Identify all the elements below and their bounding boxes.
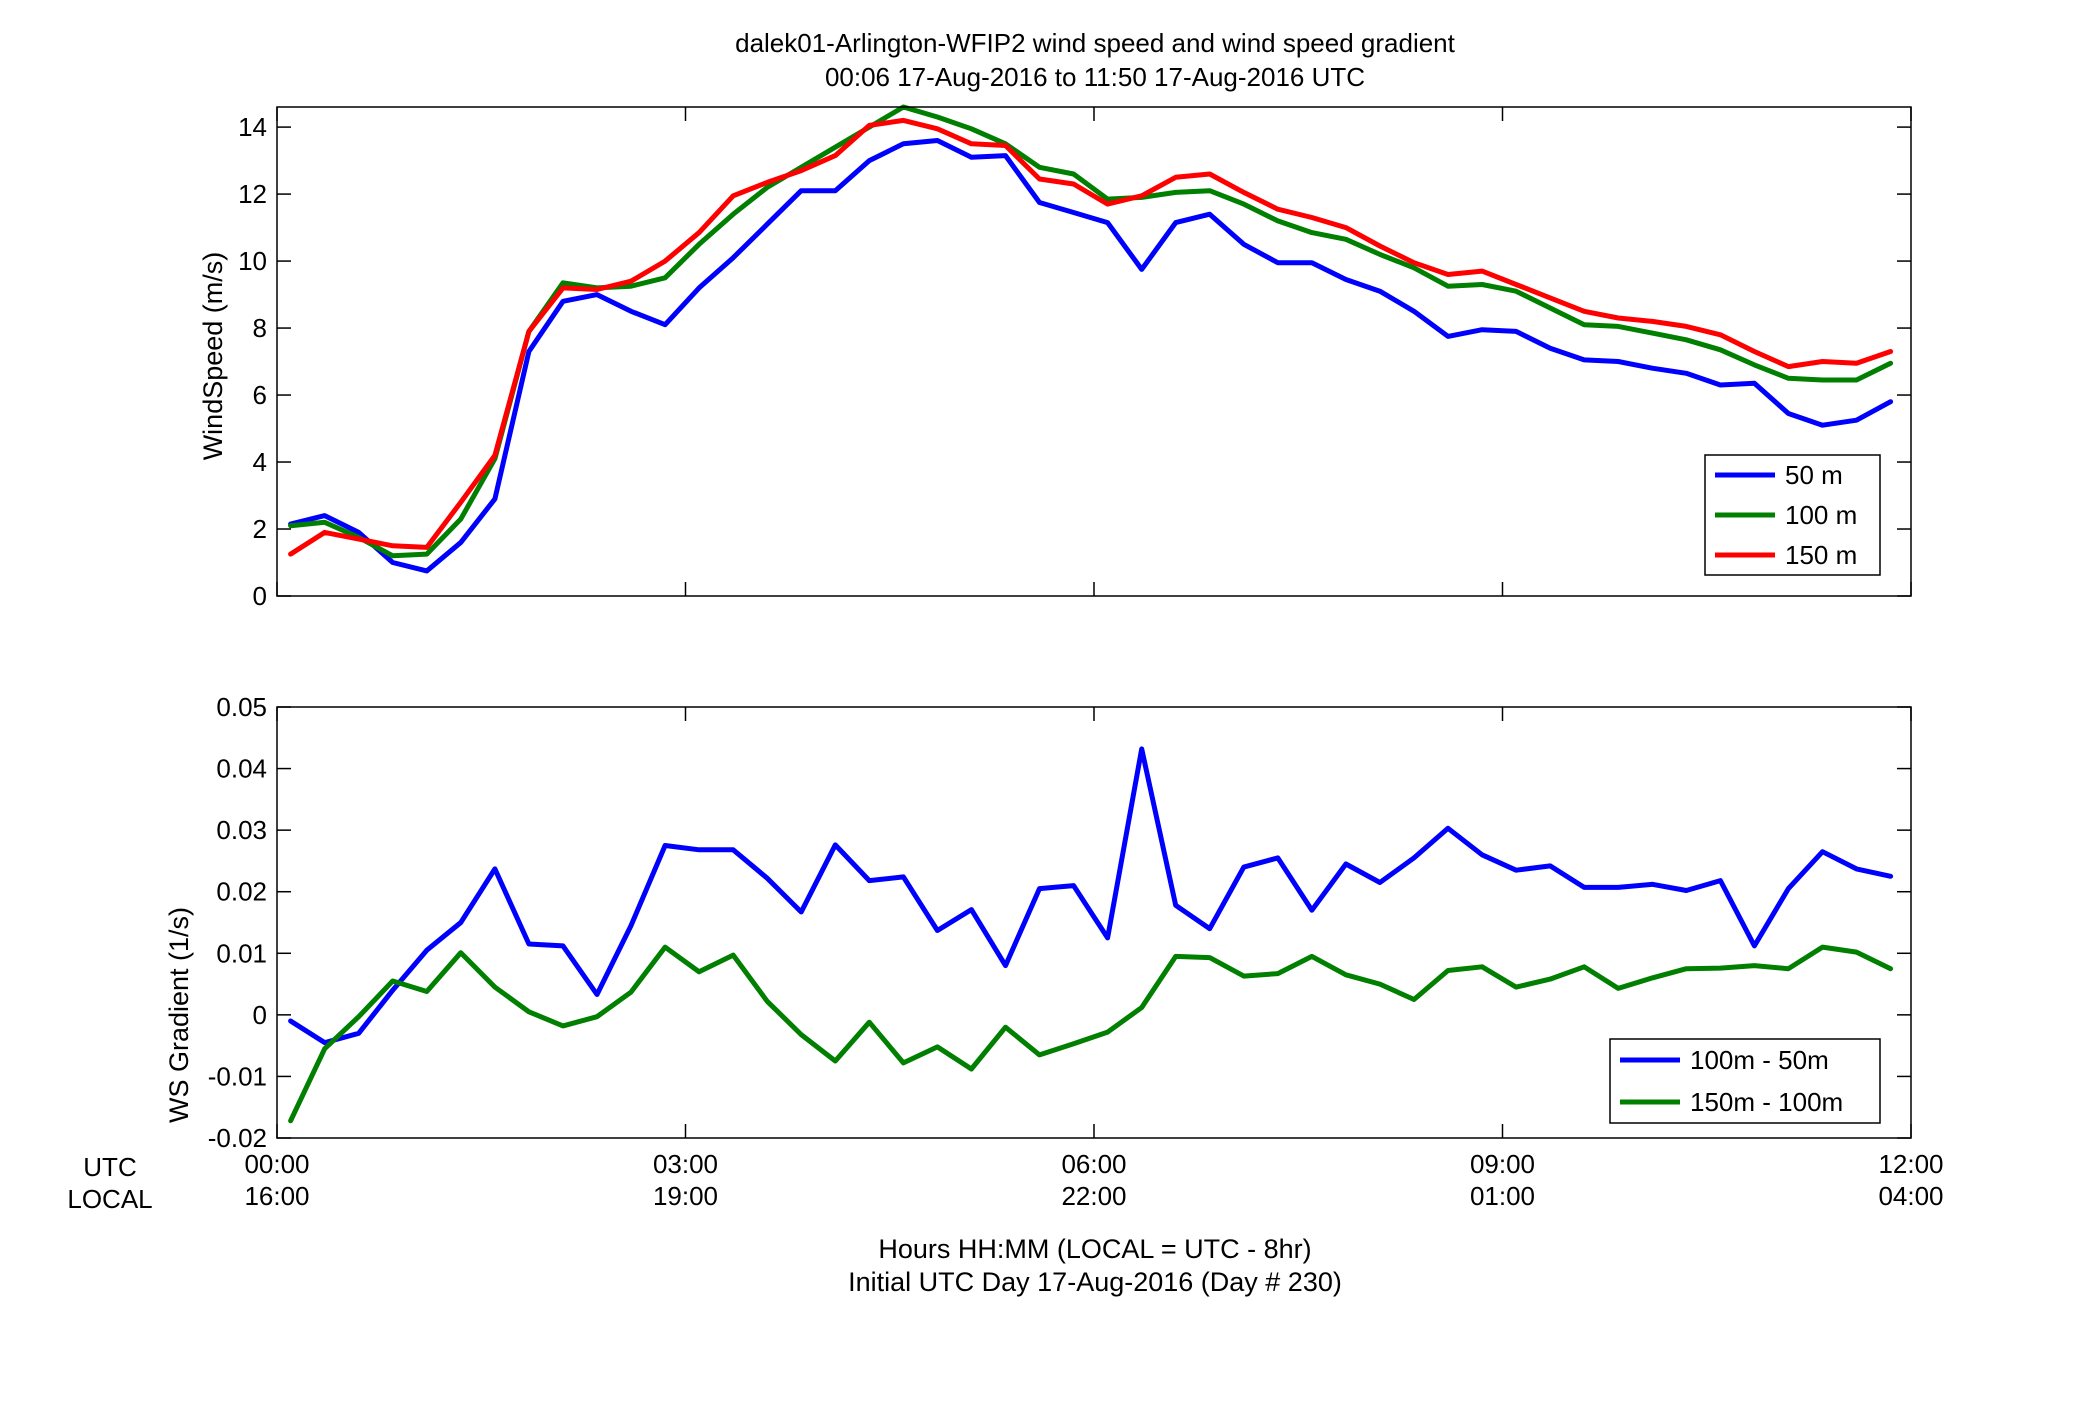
wind-speed-legend-label: 100 m: [1785, 500, 1857, 530]
wind-speed-axes: 0 2 4 6 8 10 12 14 50 m 100 m 150 m WindSpeed (m/s…: [198, 104, 1912, 611]
gradient-ytick-label: 0: [253, 1000, 267, 1030]
gradient-plot-area: -0.02 -0.01 0 0.01 0.02 0.03 0.04 0.05 100m - 50…: [208, 692, 1912, 1153]
x-axis-label-line1: Hours HH:MM (LOCAL = UTC - 8hr): [878, 1234, 1311, 1264]
x-tick-label-local: 22:00: [1061, 1181, 1126, 1211]
wind-speed-series-line-3: [288, 117, 1894, 557]
gradient-legend-label: 100m - 50m: [1690, 1045, 1829, 1075]
gradient-legend: [1609, 1038, 1881, 1124]
gradient-ytick-label: 0.01: [216, 938, 267, 968]
x-tick-label-utc: 12:00: [1878, 1149, 1943, 1179]
x-tick-label-local: 19:00: [653, 1181, 718, 1211]
wind-speed-ytick-label: 0: [253, 581, 267, 611]
gradient-series-line-2: [288, 944, 1894, 1124]
wind-speed-ytick-label: 4: [253, 447, 267, 477]
gradient-ytick-label: 0.03: [216, 815, 267, 845]
gradient-series-line-1: [288, 746, 1894, 1046]
wind-speed-ytick-label: 14: [238, 112, 267, 142]
gradient-ytick-label: 0.04: [216, 754, 267, 784]
wind-speed-series-line-1: [288, 138, 1894, 574]
wind-speed-legend-label: 50 m: [1785, 460, 1843, 490]
x-tick-label-local: 04:00: [1878, 1181, 1943, 1211]
x-tick-label-utc: 03:00: [653, 1149, 718, 1179]
gradient-ytick-label: 0.05: [216, 692, 267, 722]
gradient-ylabel: WS Gradient (1/s): [164, 907, 194, 1123]
wind-speed-plot-area: 0 2 4 6 8 10 12 14 50 m 100 m 150 m: [238, 104, 1912, 611]
wind-speed-series-line-2: [288, 104, 1894, 559]
wind-speed-ytick-label: 10: [238, 246, 267, 276]
x-tick-label-utc: 09:00: [1470, 1149, 1535, 1179]
figure-title-line2: 00:06 17-Aug-2016 to 11:50 17-Aug-2016 U…: [825, 62, 1365, 92]
wind-speed-ytick-label: 2: [253, 514, 267, 544]
wind-speed-ytick-label: 6: [253, 380, 267, 410]
wind-speed-ytick-label: 8: [253, 313, 267, 343]
gradient-legend-label: 150m - 100m: [1690, 1087, 1843, 1117]
wind-speed-ylabel: WindSpeed (m/s): [198, 252, 228, 461]
row-label-local: LOCAL: [67, 1184, 152, 1214]
x-axis-label-line2: Initial UTC Day 17-Aug-2016 (Day # 230): [848, 1267, 1342, 1297]
figure-title-line1: dalek01-Arlington-WFIP2 wind speed and w…: [735, 28, 1456, 58]
gradient-ytick-label: -0.02: [208, 1123, 267, 1153]
gradient-ytick-label: 0.02: [216, 877, 267, 907]
row-label-utc: UTC: [83, 1152, 136, 1182]
x-tick-label-local: 01:00: [1470, 1181, 1535, 1211]
x-tick-label-local: 16:00: [244, 1181, 309, 1211]
wind-speed-legend-label: 150 m: [1785, 540, 1857, 570]
x-tick-label-utc: 00:00: [244, 1149, 309, 1179]
x-tick-label-utc: 06:00: [1061, 1149, 1126, 1179]
wind-speed-ytick-label: 12: [238, 179, 267, 209]
gradient-ytick-label: -0.01: [208, 1061, 267, 1091]
gradient-axes: -0.02 -0.01 0 0.01 0.02 0.03 0.04 0.05 100m - 50…: [164, 692, 1912, 1153]
